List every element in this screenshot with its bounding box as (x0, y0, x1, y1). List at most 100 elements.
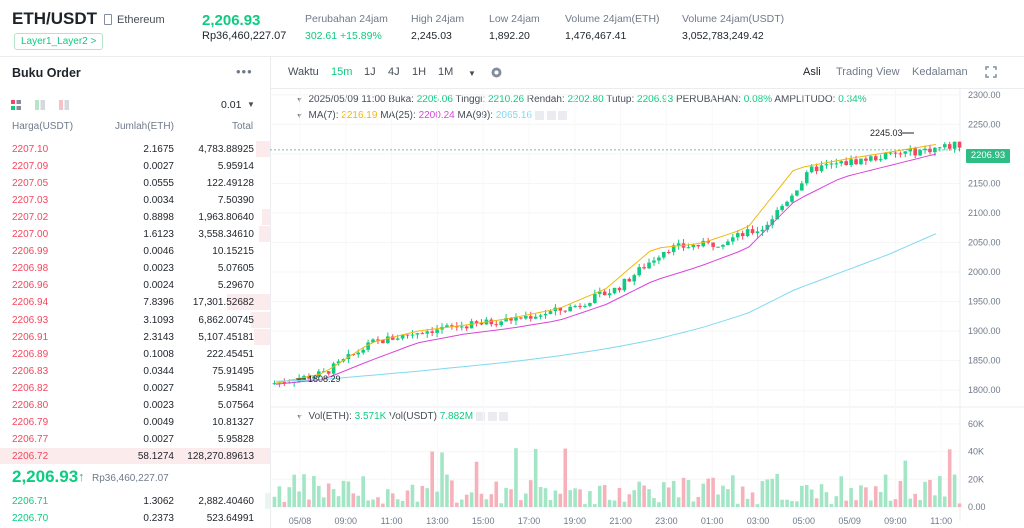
ask-row[interactable]: 2206.99 0.0046 10.15215 (0, 243, 270, 260)
ask-row[interactable]: 2206.72 58.1274 128,270.89613 (0, 447, 270, 465)
ask-row[interactable]: 2206.83 0.0344 75.91495 (0, 363, 270, 380)
volume-bar (578, 489, 582, 507)
candle-body (450, 325, 454, 327)
volume-bar (652, 498, 656, 507)
coin-name[interactable]: Ethereum (117, 14, 165, 26)
depth-bar (227, 294, 270, 311)
price-axis-tick: 2100.00 (968, 208, 1001, 218)
row-price: 2206.77 (12, 433, 49, 445)
collapse-icon[interactable]: ▼ (296, 414, 303, 421)
row-price: 2206.70 (12, 513, 49, 525)
candle-body (519, 317, 523, 319)
view-depth[interactable]: Kedalaman (912, 66, 968, 78)
ask-row[interactable]: 2207.03 0.0034 7.50390 (0, 192, 270, 209)
candle-body (410, 334, 415, 336)
open-value: 2205.06 (416, 94, 453, 105)
ask-row[interactable]: 2206.91 2.3143 5,107.45181 (0, 328, 270, 346)
settings-icon[interactable] (546, 110, 556, 120)
asks-view-icon[interactable] (59, 100, 69, 110)
ask-row[interactable]: 2207.09 0.0027 5.95914 (0, 158, 270, 175)
ask-row[interactable]: 2206.93 3.1093 6,862.00745 (0, 311, 270, 329)
candle-body (548, 311, 553, 314)
ask-row[interactable]: 2206.82 0.0027 5.95841 (0, 380, 270, 397)
candle-body (716, 246, 720, 248)
candle-body (652, 260, 656, 263)
document-icon[interactable] (104, 14, 112, 25)
price-chart[interactable]: 2300.002250.002200.002150.002100.002050.… (270, 89, 1024, 528)
ask-row[interactable]: 2206.79 0.0049 10.81327 (0, 414, 270, 431)
volume-bar (346, 481, 351, 507)
close-icon[interactable] (558, 110, 568, 120)
category-tag[interactable]: Layer1_Layer2 > (14, 33, 104, 50)
candle-body (804, 172, 809, 184)
ask-row[interactable]: 2206.98 0.0023 5.07605 (0, 260, 270, 277)
volume-bar (942, 496, 947, 507)
row-price: 2206.94 (12, 297, 49, 309)
volume-bar (489, 494, 494, 507)
hide-icon[interactable] (475, 411, 485, 421)
candle-body (671, 245, 676, 253)
candle-body (686, 247, 691, 249)
volume-bar (351, 493, 356, 507)
volume-bar (292, 474, 296, 507)
collapse-icon[interactable]: ▼ (296, 97, 303, 104)
volume-bar (918, 499, 922, 507)
fullscreen-icon[interactable] (985, 66, 997, 78)
volume-bar (686, 479, 691, 507)
view-original[interactable]: Asli (803, 66, 821, 78)
stat-change-value: 302.61 +15.89% (305, 30, 382, 42)
ask-row[interactable]: 2207.02 0.8898 1,963.80640 (0, 209, 270, 226)
hide-icon[interactable] (534, 110, 544, 120)
bid-row[interactable]: 2206.71 1.3062 2,882.40460 (0, 493, 270, 510)
time-axis-tick: 05:00 (793, 516, 816, 526)
time-axis-tick: 23:00 (655, 516, 678, 526)
interval-4j[interactable]: 4J (388, 66, 400, 78)
interval-1m[interactable]: 1M (438, 66, 454, 78)
view-tradingview[interactable]: Trading View (836, 66, 900, 78)
volume-bar (622, 501, 627, 507)
more-icon[interactable]: ••• (236, 64, 253, 79)
settings-icon[interactable] (490, 66, 503, 79)
time-axis-tick: 01:00 (701, 516, 724, 526)
ask-row[interactable]: 2206.89 0.1008 222.45451 (0, 346, 270, 363)
both-sides-view-icon[interactable] (11, 100, 21, 110)
ask-row[interactable]: 2206.77 0.0027 5.95828 (0, 431, 270, 448)
pair-title[interactable]: ETH/USDT (12, 9, 97, 28)
candle-body (952, 141, 957, 149)
settings-icon[interactable] (487, 411, 497, 421)
ask-row[interactable]: 2206.94 7.8396 17,301.52682 (0, 294, 270, 311)
volume-bar (928, 479, 932, 507)
intervals-dropdown-icon[interactable]: ▼ (468, 69, 476, 78)
volume-bar (509, 489, 513, 507)
candle-body (647, 262, 651, 269)
ask-row[interactable]: 2207.05 0.0555 122.49128 (0, 175, 270, 192)
chevron-down-icon[interactable]: ▼ (247, 100, 255, 109)
interval-1j[interactable]: 1J (364, 66, 376, 78)
price-axis-tick: 2250.00 (968, 119, 1001, 129)
candle-body (785, 201, 789, 206)
volume-bar (740, 486, 745, 507)
ask-row[interactable]: 2207.00 1.6123 3,558.34610 (0, 226, 270, 243)
ask-row[interactable]: 2206.96 0.0024 5.29670 (0, 277, 270, 294)
collapse-icon[interactable]: ▼ (296, 113, 303, 120)
ma7-label: MA(7): (308, 110, 339, 121)
price-axis-tick: 2000.00 (968, 267, 1001, 277)
interval-15m[interactable]: 15m (331, 66, 353, 78)
candle-body (312, 376, 316, 379)
time-axis-tick: 19:00 (564, 516, 587, 526)
interval-1h[interactable]: 1H (412, 66, 427, 78)
close-icon[interactable] (499, 411, 509, 421)
volume-bar (706, 478, 710, 507)
volume-bar (440, 452, 444, 507)
ask-row[interactable]: 2206.80 0.0023 5.07564 (0, 397, 270, 414)
row-amount: 0.1008 (143, 348, 174, 360)
volume-bar (528, 480, 533, 507)
volume-bar (721, 485, 725, 507)
tick-size-select[interactable]: 0.01 (221, 99, 242, 111)
interval-time[interactable]: Waktu (288, 66, 319, 78)
candle-body (607, 293, 612, 296)
bids-view-icon[interactable] (35, 100, 45, 110)
ask-row[interactable]: 2207.10 2.1675 4,783.88925 (0, 141, 270, 158)
bid-row[interactable]: 2206.70 0.2373 523.64991 (0, 510, 270, 527)
row-total: 10.81327 (212, 416, 254, 428)
